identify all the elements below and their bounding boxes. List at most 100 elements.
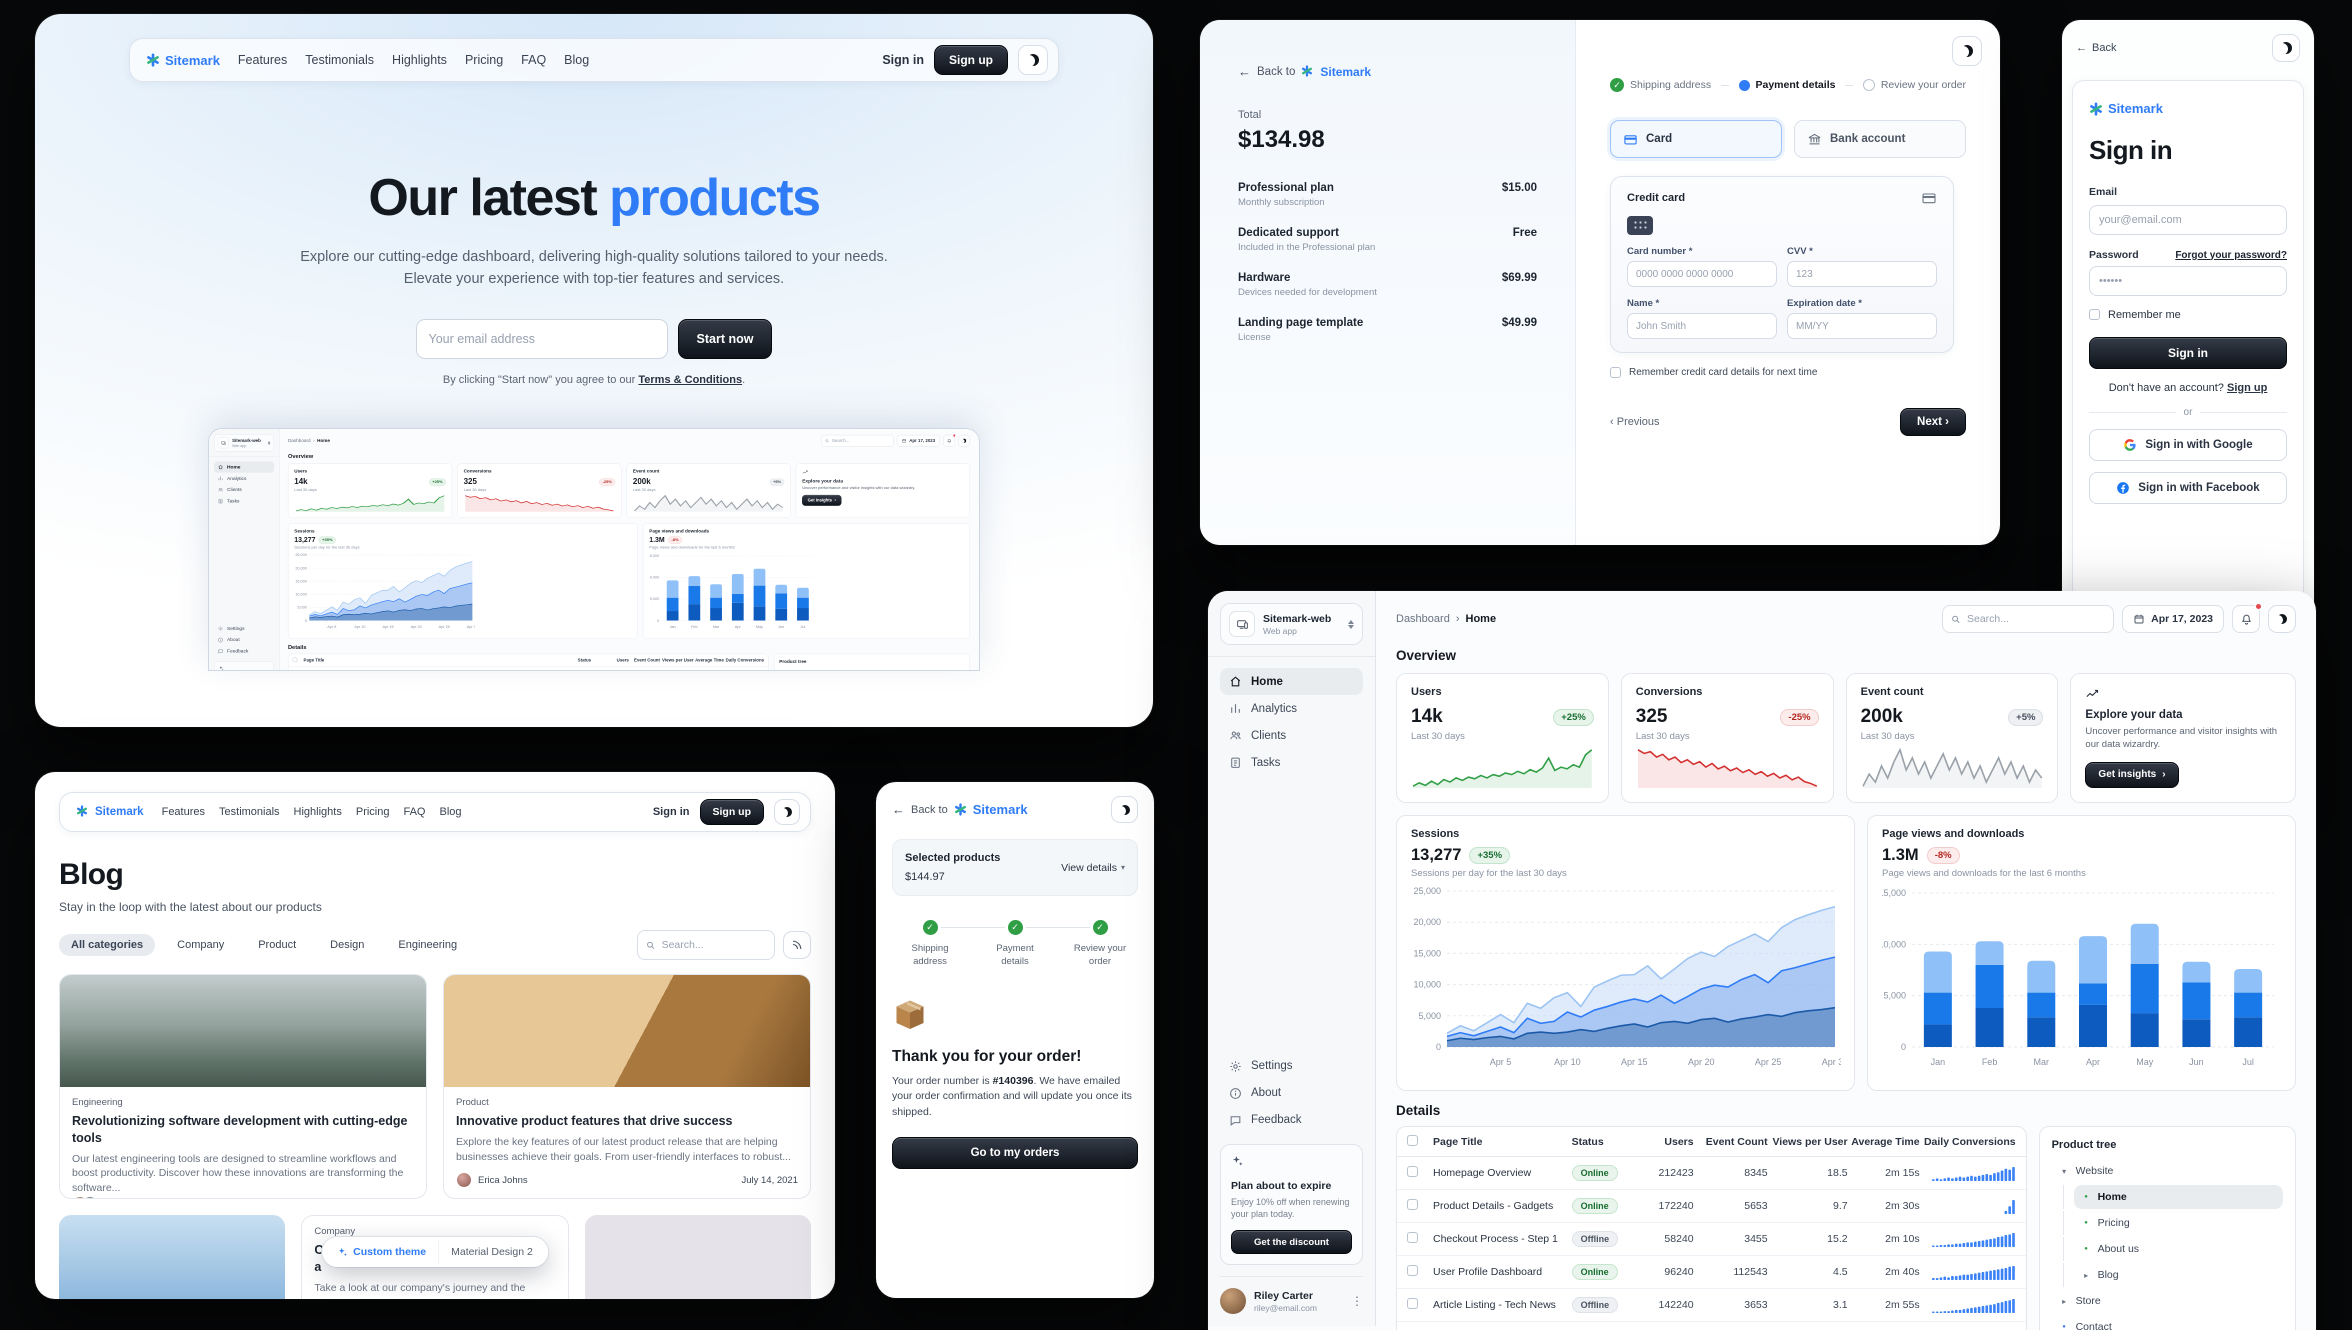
sidebar-item-analytics[interactable]: Analytics xyxy=(1220,695,1363,722)
row-checkbox[interactable] xyxy=(1407,1166,1418,1177)
post-image-plain[interactable] xyxy=(584,1215,811,1299)
tree-item-row[interactable]: Home xyxy=(2073,1185,2283,1209)
nav-link[interactable]: Testimonials xyxy=(219,806,280,818)
rss-button[interactable] xyxy=(783,931,811,959)
category-chip[interactable]: All categories xyxy=(59,934,156,956)
post-image-ocean[interactable] xyxy=(59,1215,286,1299)
get-discount-button[interactable]: Get the discount xyxy=(1231,1230,1352,1254)
date-picker-button[interactable]: Apr 17, 2023 xyxy=(897,434,940,447)
search-box[interactable] xyxy=(1942,605,2115,633)
app-selector[interactable]: Sitemark-web Web app xyxy=(214,433,275,452)
category-chip[interactable]: Company xyxy=(177,939,225,951)
row-checkbox[interactable] xyxy=(1407,1232,1418,1243)
expiration-input[interactable] xyxy=(1787,313,1937,339)
sidebar-item-about[interactable]: About xyxy=(1220,1080,1363,1107)
cvv-input[interactable] xyxy=(1787,261,1937,287)
signin-link[interactable]: Sign in xyxy=(882,53,924,67)
category-chip[interactable]: Design xyxy=(330,939,365,951)
email-input[interactable] xyxy=(415,318,668,359)
row-checkbox[interactable] xyxy=(1407,1265,1418,1276)
nav-link[interactable]: Blog xyxy=(439,806,462,818)
notifications-button[interactable] xyxy=(943,433,956,447)
sidebar-item-feedback[interactable]: Feedback xyxy=(214,646,274,657)
sidebar-item-clients[interactable]: Clients xyxy=(214,484,274,495)
dark-mode-toggle[interactable] xyxy=(1952,36,1982,66)
nav-link[interactable]: Highlights xyxy=(293,806,342,818)
nav-link[interactable]: FAQ xyxy=(403,806,426,818)
table-row[interactable]: Product Details - Gadgets Online 172240 … xyxy=(1397,1190,2026,1223)
table-row[interactable]: Checkout Process - Step 1 Offline 58240 … xyxy=(1397,1223,2026,1256)
user-menu-button[interactable]: ⋮ xyxy=(1351,1294,1363,1308)
tree-item-row[interactable]: Pricing xyxy=(2074,1211,2283,1235)
password-field[interactable] xyxy=(2089,265,2287,296)
category-chip[interactable]: Engineering xyxy=(398,939,458,951)
view-details-button[interactable]: View details ▾ xyxy=(1061,861,1125,874)
payment-method-bank[interactable]: Bank account xyxy=(1794,120,1966,158)
search-box[interactable] xyxy=(821,434,894,447)
go-to-orders-button[interactable]: Go to my orders xyxy=(892,1136,1138,1169)
tree-item-row[interactable]: Contact xyxy=(2052,1315,2283,1330)
blog-search-input[interactable] xyxy=(661,939,766,951)
get-insights-button[interactable]: Get insights › xyxy=(2085,761,2179,788)
nav-link[interactable]: Features xyxy=(237,53,288,67)
search-input[interactable] xyxy=(831,438,890,444)
select-all-checkbox[interactable] xyxy=(1407,1134,1418,1146)
nav-link[interactable]: Blog xyxy=(564,53,590,67)
dark-mode-toggle[interactable] xyxy=(1018,45,1048,75)
name-input[interactable] xyxy=(1627,313,1777,339)
card-number-input[interactable] xyxy=(1627,261,1777,287)
sidebar-item-clients[interactable]: Clients xyxy=(1220,722,1363,749)
sitemark-logo[interactable]: Sitemark xyxy=(146,53,220,68)
row-checkbox[interactable] xyxy=(1407,1199,1418,1210)
sidebar-item-tasks[interactable]: Tasks xyxy=(1220,749,1363,776)
signup-link[interactable]: Sign up xyxy=(2226,381,2268,394)
remember-card-checkbox[interactable] xyxy=(1610,367,1621,378)
get-insights-button[interactable]: Get insights › xyxy=(802,495,842,506)
blog-search-box[interactable] xyxy=(637,930,775,960)
sitemark-logo[interactable]: Sitemark xyxy=(76,805,144,819)
blog-post-card[interactable]: Engineering Revolutionizing software dev… xyxy=(59,974,427,1199)
signup-button[interactable]: Sign up xyxy=(934,45,1008,75)
nav-link[interactable]: Highlights xyxy=(392,53,447,67)
custom-theme-option[interactable]: Custom theme xyxy=(325,1240,438,1264)
sidebar-item-analytics[interactable]: Analytics xyxy=(214,473,274,484)
app-selector[interactable]: Sitemark-web Web app xyxy=(1220,603,1363,645)
category-chip[interactable]: Product xyxy=(258,939,297,951)
tree-item-row[interactable]: About us xyxy=(2074,1237,2283,1261)
table-row[interactable]: User Profile Dashboard Online 96240 1125… xyxy=(1397,1256,2026,1289)
material-design-option[interactable]: Material Design 2 xyxy=(438,1240,545,1264)
tree-item-row[interactable]: Website xyxy=(2052,1159,2283,1183)
date-picker-button[interactable]: Apr 17, 2023 xyxy=(2122,605,2224,633)
breadcrumb-root[interactable]: Dashboard xyxy=(1396,613,1450,625)
breadcrumb-root[interactable]: Dashboard xyxy=(287,438,311,444)
row-checkbox[interactable] xyxy=(293,670,298,671)
sidebar-item-feedback[interactable]: Feedback xyxy=(1220,1107,1363,1134)
facebook-signin-button[interactable]: Sign in with Facebook xyxy=(2089,471,2287,504)
remember-me-checkbox[interactable] xyxy=(2089,309,2100,320)
sidebar-item-home[interactable]: Home xyxy=(1220,668,1363,695)
blog-post-card[interactable]: Product Innovative product features that… xyxy=(443,974,811,1199)
tree-item-row[interactable]: Website xyxy=(779,667,964,669)
nav-link[interactable]: Pricing xyxy=(355,806,390,818)
nav-link[interactable]: Features xyxy=(161,806,206,818)
dark-mode-toggle[interactable] xyxy=(1111,796,1138,823)
search-input[interactable] xyxy=(1966,613,2106,625)
signin-link[interactable]: Sign in xyxy=(652,806,690,818)
dark-mode-toggle[interactable] xyxy=(774,799,800,825)
start-now-button[interactable]: Start now xyxy=(677,318,773,359)
nav-link[interactable]: Pricing xyxy=(464,53,504,67)
sidebar-item-home[interactable]: Home xyxy=(214,461,275,473)
terms-link[interactable]: Terms & Conditions xyxy=(638,373,743,386)
email-field[interactable] xyxy=(2089,204,2287,235)
notifications-button[interactable] xyxy=(2232,603,2262,633)
back-to-link[interactable]: ← Back to Sitemark xyxy=(892,802,1028,817)
dark-mode-toggle[interactable] xyxy=(958,434,971,447)
forgot-password-link[interactable]: Forgot your password? xyxy=(2175,249,2287,261)
table-row[interactable]: Homepage Overview Online 212423 8345 18.… xyxy=(1397,1157,2026,1190)
dark-mode-toggle[interactable] xyxy=(2268,605,2296,633)
row-checkbox[interactable] xyxy=(1407,1298,1418,1309)
table-row[interactable]: Homepage Overview Online 212423 8345 18.… xyxy=(288,667,768,671)
google-signin-button[interactable]: Sign in with Google xyxy=(2089,428,2287,461)
payment-method-card[interactable]: Card xyxy=(1610,120,1782,158)
dark-mode-toggle[interactable] xyxy=(2272,34,2300,62)
